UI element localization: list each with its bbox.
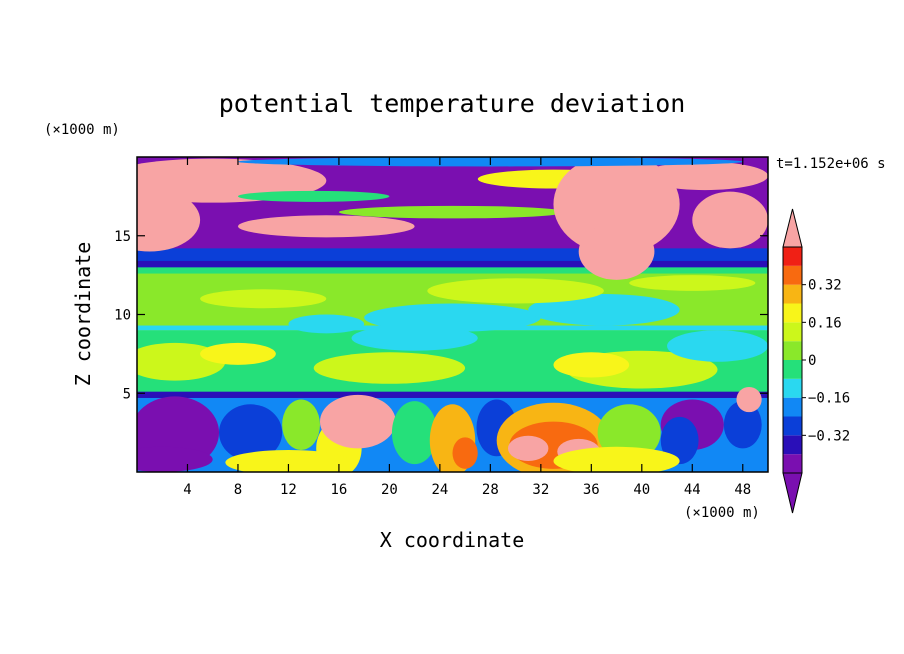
field-blob: [597, 404, 661, 461]
colorbar-band: [783, 265, 802, 285]
field-blob: [660, 416, 699, 465]
chart-title: potential temperature deviation: [219, 89, 686, 118]
field-blob: [225, 449, 352, 472]
colorbar-band: [783, 397, 802, 417]
x-tick-label: 12: [280, 482, 297, 498]
colorbar-band: [783, 378, 802, 398]
field-blob: [288, 314, 365, 334]
field-band: [137, 325, 768, 331]
field-blob: [137, 446, 213, 472]
field-blob: [553, 352, 630, 378]
field-blob: [452, 437, 478, 469]
field-blob: [200, 289, 327, 309]
field-blob: [351, 325, 478, 351]
field-blob: [137, 188, 201, 252]
x-tick-label: 20: [381, 482, 398, 498]
colorbar-tick-label: 0.16: [808, 315, 842, 331]
colorbar-extend-top: [782, 208, 803, 248]
colorbar-band: [783, 322, 802, 342]
colorbar-band: [783, 360, 802, 379]
colorbar: 0.32 0.16 0 −0.16 −0.32: [782, 208, 850, 514]
field-blob: [319, 394, 396, 449]
field-blob: [237, 215, 415, 238]
x-tick-label: 40: [633, 482, 650, 498]
field-blob: [723, 401, 762, 449]
x-tick-label: 8: [234, 482, 242, 498]
colorbar-band: [783, 454, 802, 473]
field-blob: [736, 386, 762, 413]
x-axis-label: X coordinate: [380, 528, 525, 552]
y-axis-label: Z coordinate: [71, 242, 95, 387]
field-blob: [692, 191, 768, 249]
field-blob: [629, 275, 756, 291]
field-blob: [219, 404, 283, 461]
colorbar-extend-bottom: [782, 472, 803, 514]
x-tick-label: 24: [431, 482, 448, 498]
heatmap-field: [137, 157, 768, 472]
colorbar-band: [783, 303, 802, 323]
colorbar-tick-label: 0: [808, 353, 816, 369]
y-axis: 5 10 15: [114, 229, 768, 402]
field-blob: [200, 342, 276, 365]
field-blob: [553, 446, 680, 472]
y-tick-label: 5: [123, 386, 131, 402]
field-blob: [313, 352, 466, 384]
colorbar-band: [783, 247, 802, 266]
field-blob: [282, 399, 320, 450]
colorbar-tick-label: −0.32: [808, 428, 850, 444]
field-blob: [508, 435, 549, 461]
field-blob: [667, 330, 768, 362]
field-blob: [338, 205, 567, 219]
y-tick-label: 10: [114, 308, 131, 324]
x-tick-label: 32: [532, 482, 549, 498]
field-blob: [427, 278, 604, 304]
colorbar-band: [783, 416, 802, 436]
x-tick-label: 44: [684, 482, 701, 498]
field-blob: [553, 157, 680, 255]
field-band: [137, 391, 768, 398]
field-blob: [391, 401, 438, 465]
colorbar-tick-label: −0.16: [808, 391, 850, 407]
field-band: [137, 260, 768, 268]
field-blob: [528, 294, 680, 326]
field-blob: [364, 303, 541, 332]
colorbar-band: [783, 284, 802, 304]
time-label: t=1.152e+06 s: [776, 156, 886, 172]
y-unit-label: (×1000 m): [44, 122, 120, 138]
field-blob: [578, 223, 655, 280]
y-tick-label: 15: [114, 229, 131, 245]
colorbar-tick-label: 0.32: [808, 278, 842, 294]
x-axis: 4 8 12 16 20 24 28 32 36 40 44 48: [183, 157, 751, 498]
colorbar-band: [783, 435, 802, 455]
x-tick-label: 28: [482, 482, 499, 498]
x-tick-label: 36: [583, 482, 600, 498]
colorbar-band: [783, 341, 802, 360]
field-blob: [237, 190, 390, 202]
field-band: [137, 262, 768, 274]
x-tick-label: 4: [183, 482, 191, 498]
x-unit-label: (×1000 m): [684, 505, 760, 521]
x-tick-label: 48: [734, 482, 751, 498]
x-tick-label: 16: [330, 482, 347, 498]
